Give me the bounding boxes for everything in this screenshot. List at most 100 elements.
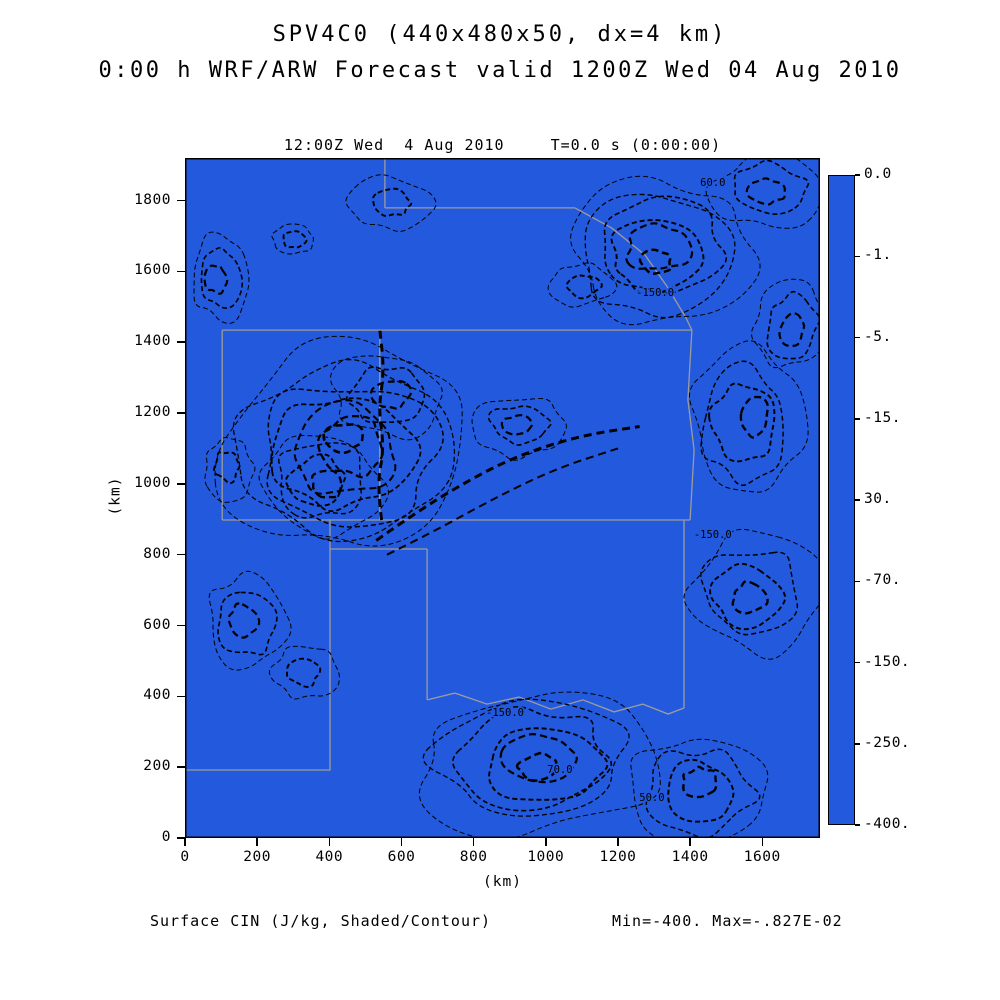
colorbar-tick <box>855 824 860 826</box>
cin-contour <box>515 751 558 782</box>
contour-layer <box>193 158 820 838</box>
x-tick-label: 1600 <box>743 849 781 865</box>
field-caption: Surface CIN (J/kg, Shaded/Contour) <box>150 912 492 930</box>
cin-contour <box>638 248 672 276</box>
x-tick-mark <box>256 838 258 846</box>
y-tick-mark <box>177 553 185 556</box>
contour-value-label: -150.0 <box>694 529 732 541</box>
cin-contour <box>317 415 384 479</box>
colorbar-tick <box>855 418 860 420</box>
cin-contour <box>682 765 718 799</box>
colorbar-tick <box>855 255 860 257</box>
cin-contour <box>667 758 735 823</box>
y-tick-label: 0 <box>161 829 171 845</box>
map-border <box>185 158 820 838</box>
colorbar-bar <box>828 175 855 825</box>
cin-contour <box>603 195 728 295</box>
colorbar-label: -5. <box>864 328 892 345</box>
cin-contour-bold <box>375 425 640 542</box>
colorbar-label: -70. <box>864 572 901 589</box>
cin-contour <box>708 382 776 463</box>
cin-contour <box>232 359 456 543</box>
y-tick-label: 800 <box>143 545 171 562</box>
cin-contour <box>200 247 244 309</box>
cin-shading <box>185 158 820 838</box>
figure-title: SPV4C0 (440x480x50, dx=4 km) <box>272 22 728 47</box>
x-tick-mark <box>545 838 547 846</box>
cin-contour <box>547 262 618 308</box>
cin-contour <box>709 562 787 631</box>
colorbar-tick <box>855 580 860 582</box>
cin-contour <box>584 193 736 319</box>
cin-contour <box>733 159 810 215</box>
y-tick-label: 1600 <box>134 262 171 279</box>
state-borders-layer <box>186 158 695 771</box>
state-border <box>186 520 331 771</box>
x-tick-label: 600 <box>387 849 416 865</box>
colorbar-tick <box>855 661 860 664</box>
cin-contour <box>487 405 552 446</box>
cin-contour <box>766 290 820 360</box>
cin-contour <box>625 222 694 270</box>
colorbar-label: -1. <box>864 247 892 264</box>
y-tick-mark <box>177 766 185 768</box>
map-canvas: 60.0 -150.0 -150.0 -150.0 70.0 50.0 <box>185 158 820 838</box>
x-axis-title: (km) <box>483 874 522 890</box>
x-tick-mark <box>328 838 331 846</box>
cin-contour <box>311 469 343 499</box>
cin-contour <box>745 177 786 206</box>
y-tick-mark <box>177 199 185 202</box>
y-tick-mark <box>177 412 185 414</box>
contour-value-label: 50.0 <box>639 792 664 804</box>
cin-contour <box>739 395 769 439</box>
cin-contour-bold <box>386 447 619 556</box>
cin-contour <box>471 397 567 461</box>
cin-contour <box>217 591 278 656</box>
cin-contour <box>565 274 603 300</box>
contour-value-label: -150.0 <box>486 707 524 719</box>
minmax-caption: Min=-400. Max=-.827E-02 <box>612 912 843 930</box>
y-tick-label: 1200 <box>134 404 171 420</box>
y-tick-label: 1800 <box>134 191 171 208</box>
y-tick-label: 200 <box>143 758 171 775</box>
y-tick-mark <box>177 624 185 627</box>
cin-contour-bold <box>377 329 385 521</box>
plot-valid-time: 12:00Z Wed 4 Aug 2010 <box>283 136 505 154</box>
cin-contour <box>751 278 820 369</box>
cin-contour <box>345 366 426 424</box>
cin-contour <box>731 580 769 615</box>
x-tick-label: 0 <box>180 849 190 865</box>
cin-contour <box>270 397 422 512</box>
plot-sim-time: T=0.0 s (0:00:00) <box>550 136 722 154</box>
colorbar-tick <box>855 174 860 176</box>
cin-contour <box>203 264 229 295</box>
contour-value-label: -150.0 <box>636 287 674 299</box>
x-tick-mark <box>472 838 475 846</box>
y-tick-label: 400 <box>143 687 171 704</box>
y-tick-label: 600 <box>143 616 171 633</box>
contour-value-label: 70.0 <box>547 764 572 776</box>
figure-subtitle: 0:00 h WRF/ARW Forecast valid 1200Z Wed … <box>98 58 902 83</box>
x-tick-mark <box>617 838 619 846</box>
cin-contour <box>500 414 534 436</box>
cin-contour <box>688 340 809 493</box>
cin-contour <box>422 698 630 817</box>
y-axis: 0 200 400 600 800 1000 1200 1400 1600 1800 <box>115 158 185 845</box>
cin-contour <box>268 645 340 700</box>
cin-contour <box>369 379 413 410</box>
colorbar-tick <box>855 499 860 501</box>
x-tick-label: 1400 <box>671 849 709 865</box>
colorbar-label: -250. <box>864 734 911 751</box>
cin-contour <box>700 360 784 486</box>
cin-contour <box>345 174 437 232</box>
cin-contour <box>778 312 806 347</box>
colorbar-tick <box>855 336 860 339</box>
x-tick-label: 1000 <box>527 849 565 865</box>
y-tick-mark <box>177 695 185 698</box>
colorbar <box>828 174 860 826</box>
plot-header: 12:00Z Wed 4 Aug 2010 T=0.0 s (0:00:00) <box>185 136 820 154</box>
state-border <box>687 330 695 521</box>
contour-map-svg: 60.0 -150.0 -150.0 -150.0 70.0 50.0 <box>185 158 820 838</box>
x-tick-mark <box>184 838 186 846</box>
